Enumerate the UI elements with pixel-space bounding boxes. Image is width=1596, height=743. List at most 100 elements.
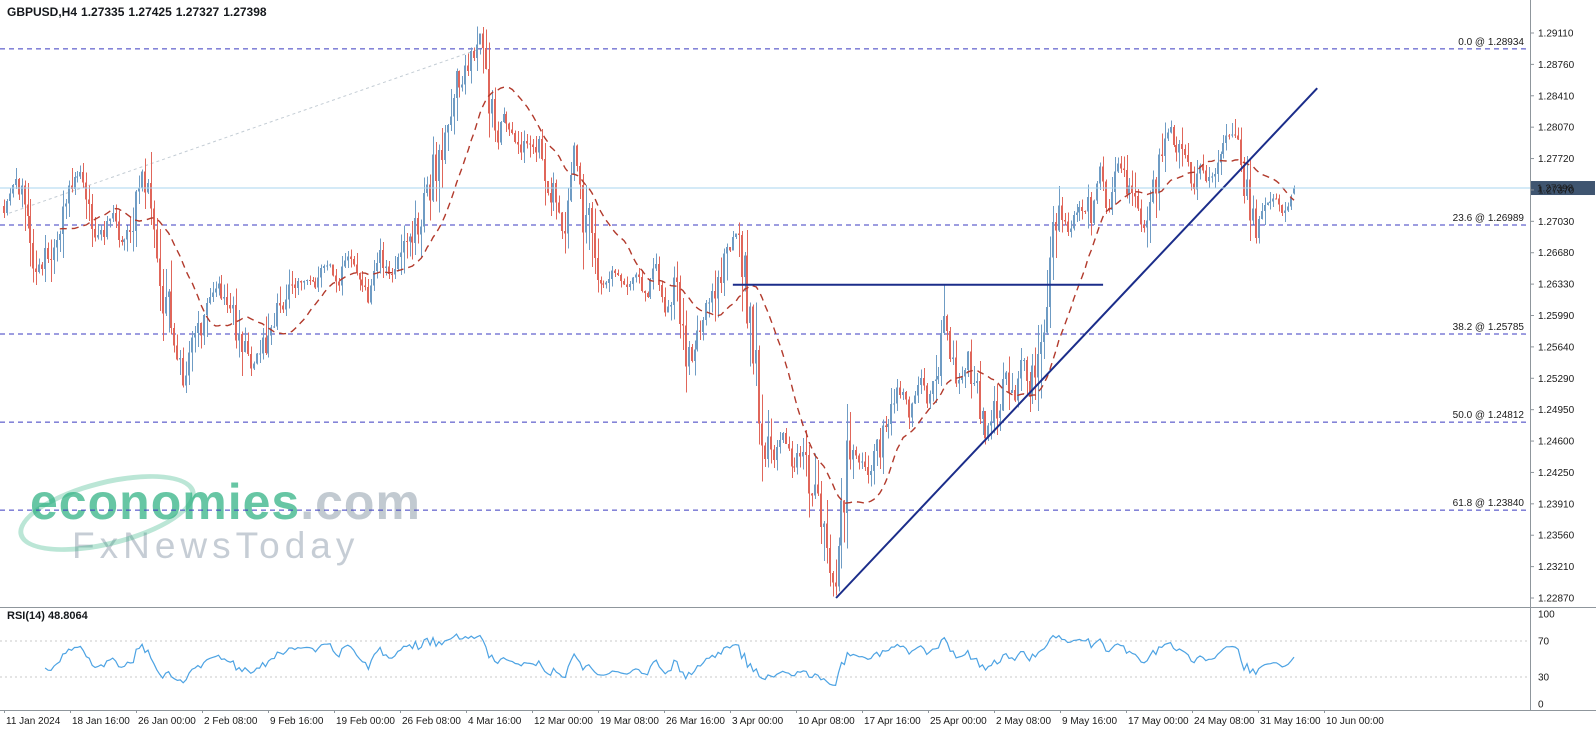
- candle-body: [517, 142, 519, 145]
- candle-body: [35, 268, 37, 272]
- candle-body: [1161, 154, 1163, 156]
- price-axis[interactable]: 1.29110 1.28760 1.28410 1.28070 1.27720 1.273…: [1530, 29, 1575, 605]
- rsi-axis-label: 30: [1538, 673, 1550, 684]
- candle-body: [15, 179, 17, 185]
- candle-body: [999, 410, 1001, 419]
- candle-body: [347, 256, 349, 261]
- candle-body: [929, 393, 931, 404]
- candle-body: [1140, 208, 1142, 225]
- candle-body: [647, 293, 649, 298]
- candle-body: [12, 184, 14, 194]
- candle-body: [238, 333, 240, 341]
- candle-body: [306, 279, 308, 281]
- time-axis-label: 31 May 16:00: [1260, 716, 1321, 727]
- candle-body: [958, 379, 960, 384]
- candle-body: [744, 255, 746, 277]
- candle-body: [1225, 135, 1227, 143]
- fib-label: 38.2 @ 1.25785: [1453, 322, 1525, 333]
- candle-body: [309, 279, 311, 281]
- candle-body: [664, 297, 666, 313]
- candle-body: [588, 208, 590, 216]
- candle-body: [1220, 153, 1222, 163]
- candle-body: [115, 212, 117, 222]
- candle-body: [288, 284, 290, 300]
- candle-body: [1178, 143, 1180, 153]
- candle-body: [973, 383, 975, 384]
- candle-body: [544, 158, 546, 182]
- candle-body: [567, 200, 569, 234]
- time-axis-label: 26 Mar 16:00: [666, 716, 725, 727]
- candle-body: [776, 446, 778, 460]
- candle-body: [982, 411, 984, 419]
- candle-body: [456, 71, 458, 99]
- candle-body: [332, 264, 334, 276]
- candle-body: [162, 285, 164, 314]
- candle-body: [638, 274, 640, 278]
- candle-body: [32, 243, 34, 269]
- time-axis-label: 10 Jun 00:00: [1326, 716, 1384, 727]
- candle-body: [893, 403, 895, 405]
- candle-body: [1023, 359, 1025, 361]
- candle-body: [450, 116, 452, 125]
- candle-body: [74, 176, 76, 189]
- candle-body: [885, 425, 887, 428]
- candle-body: [617, 273, 619, 276]
- candle-body: [79, 172, 81, 177]
- candle-body: [494, 99, 496, 131]
- candle-body: [447, 125, 449, 133]
- time-axis[interactable]: 11 Jan 2024 18 Jan 16:00 26 Jan 00:00 2 Feb…: [4, 710, 1385, 727]
- watermark-brand: economies: [30, 474, 301, 530]
- candle-body: [949, 331, 951, 359]
- candle-body: [1252, 208, 1254, 221]
- candle-body: [1014, 389, 1016, 401]
- candle-body: [71, 185, 73, 189]
- candle-body: [644, 291, 646, 293]
- candle-body: [1234, 134, 1236, 136]
- candle-body: [984, 411, 986, 439]
- candle-body: [602, 283, 604, 285]
- ohlc-low: 1.27327: [175, 5, 220, 19]
- time-axis-label: 26 Feb 08:00: [402, 716, 461, 727]
- candle-body: [1029, 381, 1031, 397]
- price-axis-label: 1.28070: [1538, 123, 1575, 134]
- candle-body: [138, 188, 140, 192]
- candle-body: [1196, 173, 1198, 190]
- candle-body: [811, 493, 813, 496]
- candle-body: [385, 266, 387, 268]
- candle-body: [1272, 198, 1274, 202]
- candle-body: [767, 436, 769, 459]
- candle-body: [870, 471, 872, 476]
- candle-body: [1240, 139, 1242, 165]
- price-axis-label: 1.25990: [1538, 311, 1575, 322]
- candle-body: [1181, 143, 1183, 150]
- candle-body: [491, 99, 493, 114]
- candle-body: [773, 449, 775, 460]
- candle-body: [905, 391, 907, 400]
- candle-body: [573, 145, 575, 175]
- candle-body: [426, 184, 428, 194]
- candle-body: [338, 281, 340, 286]
- fib-label: 50.0 @ 1.24812: [1453, 410, 1525, 421]
- candle-body: [655, 263, 657, 269]
- ascending-trendline[interactable]: [835, 87, 1318, 599]
- candle-body: [265, 337, 267, 354]
- candle-body: [890, 404, 892, 424]
- candle-body: [1217, 162, 1219, 174]
- candle-body: [879, 439, 881, 458]
- candle-body: [388, 266, 390, 274]
- candle-body: [585, 215, 587, 233]
- candle-body: [27, 204, 29, 216]
- candle-body: [394, 269, 396, 275]
- price-axis-label: 1.26680: [1538, 248, 1575, 259]
- candle-body: [135, 191, 137, 232]
- candle-body: [1170, 127, 1172, 133]
- candle-body: [262, 337, 264, 354]
- candle-body: [520, 144, 522, 153]
- candle-body: [320, 268, 322, 278]
- candle-body: [1290, 198, 1292, 207]
- candle-body: [691, 347, 693, 361]
- candle-body: [932, 381, 934, 394]
- candle-body: [926, 385, 928, 404]
- candle-body: [876, 439, 878, 451]
